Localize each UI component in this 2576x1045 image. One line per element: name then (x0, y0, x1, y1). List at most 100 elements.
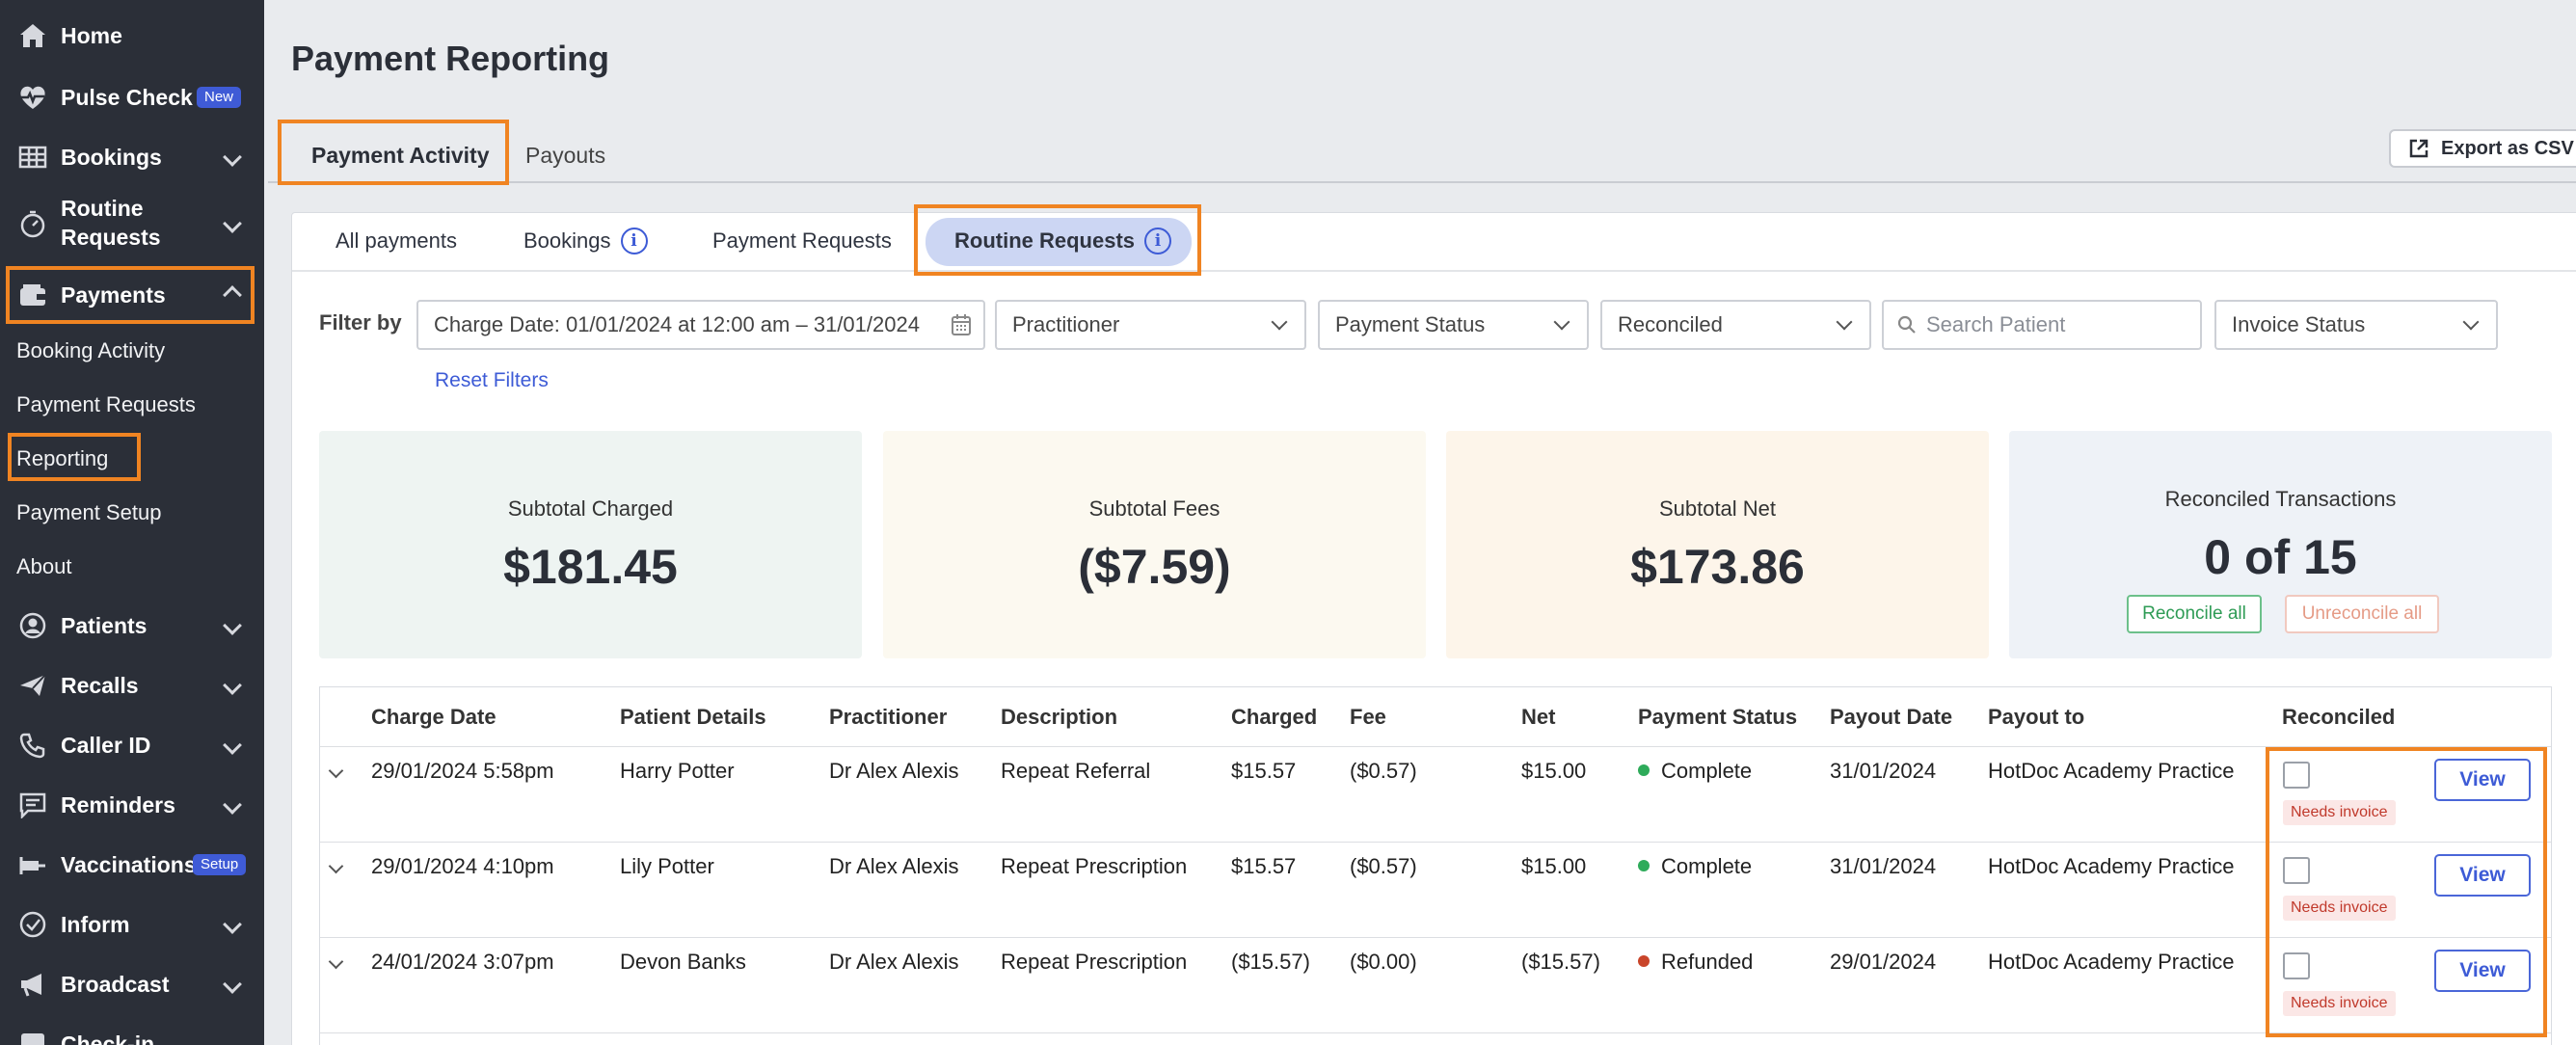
setup-badge: Setup (193, 854, 247, 875)
status-label: Refunded (1661, 950, 1754, 974)
syringe-icon (17, 849, 48, 880)
sidebar-item-check-in[interactable]: Check-in (0, 1028, 264, 1045)
subtab-label: All payments (335, 228, 457, 253)
payment-status-select-value: Payment Status (1335, 312, 1486, 336)
sidebar-item-label: Reminders (61, 792, 175, 817)
megaphone-icon (17, 969, 48, 1000)
view-button[interactable]: View (2434, 854, 2531, 897)
column-header: Description (1001, 705, 1118, 729)
tabs-divider (268, 181, 2576, 183)
unreconcile-all-button[interactable]: Unreconcile all (2285, 595, 2439, 633)
needs-invoice-badge: Needs invoice (2283, 800, 2396, 825)
reconciled-select-value: Reconciled (1618, 312, 1723, 336)
subtotal-fees-card: Subtotal Fees ($7.59) (883, 431, 1426, 658)
sidebar-item-pulse-check[interactable]: Pulse Check New (0, 81, 264, 114)
charged-cell: $15.57 (1231, 854, 1297, 878)
sidebar-item-patients[interactable]: Patients (0, 609, 264, 642)
fee-cell: ($0.00) (1350, 950, 1417, 974)
highlight-payments (6, 266, 255, 324)
heart-pulse-icon (17, 82, 48, 113)
sidebar-item-label: Routine (61, 196, 144, 221)
column-header: Payout Date (1830, 705, 1953, 729)
payout-to-cell: HotDoc Academy Practice (1988, 854, 2235, 878)
sidebar-item-vaccinations[interactable]: Vaccinations Setup (0, 848, 264, 881)
subtab-bookings[interactable]: Bookings i (523, 228, 648, 255)
sidebar-item-label: Pulse Check (61, 85, 193, 110)
description-cell: Repeat Prescription (1001, 950, 1188, 974)
view-button[interactable]: View (2434, 950, 2531, 992)
reconciled-checkbox[interactable] (2283, 857, 2310, 884)
sidebar-subitem-reporting[interactable]: Reporting (16, 446, 109, 470)
sidebar-item-caller-id[interactable]: Caller ID (0, 729, 264, 762)
sidebar-item-label: Check-in (61, 1032, 155, 1045)
export-csv-button[interactable]: Export as CSV (2389, 129, 2576, 168)
chevron-down-icon (223, 147, 242, 167)
reset-filters-link[interactable]: Reset Filters (435, 369, 549, 391)
sidebar-item-broadcast[interactable]: Broadcast (0, 968, 264, 1001)
info-icon[interactable]: i (1144, 228, 1172, 255)
row-divider (320, 937, 2551, 938)
practitioner-cell: Dr Alex Alexis (829, 950, 959, 974)
charge-date-value: Charge Date: 01/01/2024 at 12:00 am – 31… (434, 312, 920, 336)
view-button[interactable]: View (2434, 759, 2531, 801)
tab-payment-activity[interactable]: Payment Activity (311, 143, 490, 168)
subtotal-net-card: Subtotal Net $173.86 (1446, 431, 1989, 658)
sidebar-item-inform[interactable]: Inform (0, 908, 264, 941)
sidebar-item-reminders[interactable]: Reminders (0, 789, 264, 821)
fee-cell: ($0.57) (1350, 854, 1417, 878)
column-header: Charged (1231, 705, 1318, 729)
export-csv-label: Export as CSV (2441, 137, 2574, 159)
check-circle-icon (17, 909, 48, 940)
highlight-reconciled-column (2266, 747, 2547, 1037)
chevron-down-icon (1553, 313, 1570, 331)
subtabs-divider (292, 270, 2576, 272)
new-badge: New (197, 87, 242, 108)
practitioner-select-value: Practitioner (1012, 312, 1120, 336)
charge-date-cell: 24/01/2024 3:07pm (371, 950, 554, 974)
charged-cell: $15.57 (1231, 759, 1297, 783)
phone-icon (17, 730, 48, 761)
home-icon (17, 20, 48, 51)
payout-date-cell: 29/01/2024 (1830, 950, 1937, 974)
card-value: 0 of 15 (2204, 530, 2357, 584)
chevron-down-icon (1836, 313, 1853, 331)
reconciled-checkbox[interactable] (2283, 952, 2310, 979)
reconcile-all-button[interactable]: Reconcile all (2127, 595, 2262, 633)
charge-date-filter[interactable]: Charge Date: 01/01/2024 at 12:00 am – 31… (416, 300, 985, 350)
invoice-status-select[interactable]: Invoice Status (2214, 300, 2498, 350)
column-header: Patient Details (620, 705, 766, 729)
card-title: Subtotal Charged (507, 496, 674, 521)
reconciled-select[interactable]: Reconciled (1600, 300, 1871, 350)
sidebar-subitem-payment-requests[interactable]: Payment Requests (16, 392, 196, 416)
sidebar-subitem-booking-activity[interactable]: Booking Activity (16, 338, 166, 362)
invoice-status-select-value: Invoice Status (2232, 312, 2366, 336)
reconciled-checkbox[interactable] (2283, 762, 2310, 789)
payout-to-cell: HotDoc Academy Practice (1988, 950, 2235, 974)
sidebar-item-label: Home (61, 23, 122, 48)
search-patient-field[interactable]: Search Patient (1882, 300, 2202, 350)
sidebar-item-label: Vaccinations (61, 852, 197, 877)
sidebar-item-home[interactable]: Home (0, 19, 264, 52)
sidebar-item-label: Payments (61, 282, 166, 308)
sidebar-subitem-about[interactable]: About (16, 554, 72, 578)
sidebar-item-label: Patients (61, 613, 148, 638)
subtab-payment-requests[interactable]: Payment Requests (712, 228, 892, 255)
charge-date-cell: 29/01/2024 4:10pm (371, 854, 554, 878)
sidebar-item-bookings[interactable]: Bookings (0, 141, 264, 174)
sidebar-item-recalls[interactable]: Recalls (0, 669, 264, 702)
chevron-down-icon (223, 915, 242, 934)
card-title: Reconciled Transactions (2164, 487, 2397, 511)
subtab-all-payments[interactable]: All payments (335, 228, 457, 255)
message-icon (17, 790, 48, 820)
paper-plane-icon (17, 670, 48, 701)
tab-payouts[interactable]: Payouts (525, 143, 606, 168)
sidebar-item-label: Bookings (61, 145, 162, 170)
info-icon[interactable]: i (620, 228, 648, 255)
sidebar-item-routine-requests[interactable]: Routine Requests (0, 196, 264, 251)
subtab-routine-requests[interactable]: Routine Requests i (954, 228, 1172, 255)
subtab-label: Payment Requests (712, 228, 892, 253)
sidebar-item-payments[interactable]: Payments (0, 279, 264, 311)
practitioner-select[interactable]: Practitioner (995, 300, 1306, 350)
sidebar-subitem-payment-setup[interactable]: Payment Setup (16, 500, 162, 524)
payment-status-select[interactable]: Payment Status (1318, 300, 1589, 350)
